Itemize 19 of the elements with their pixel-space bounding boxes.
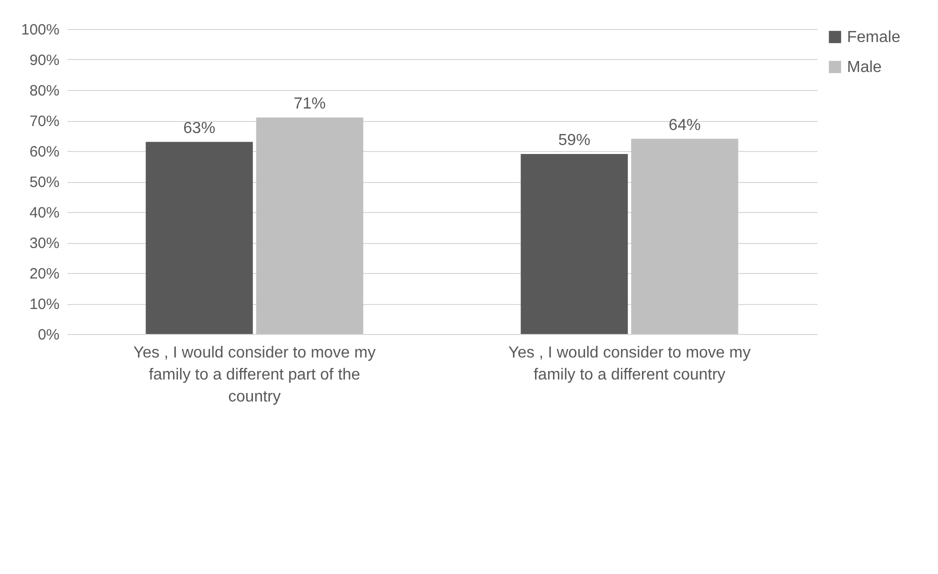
data-label: 71% bbox=[294, 95, 326, 112]
data-label: 63% bbox=[183, 120, 216, 137]
x-tick-label: Yes , I would consider to move my family to a different country bbox=[508, 344, 751, 384]
y-tick-label: 10% bbox=[29, 296, 60, 313]
y-tick-label: 30% bbox=[29, 235, 60, 252]
y-tick-label: 40% bbox=[29, 204, 60, 222]
y-tick-label: 90% bbox=[29, 52, 60, 69]
y-tick-label: 100% bbox=[21, 22, 60, 38]
x-tick-label: Yes , I would consider to move my family to a different part of the country bbox=[133, 344, 376, 406]
y-tick-label: 60% bbox=[29, 144, 60, 160]
y-tick-label: 50% bbox=[29, 174, 60, 191]
y-tick-label: 70% bbox=[29, 113, 60, 130]
data-label: 64% bbox=[668, 116, 701, 134]
legend-label: Male bbox=[847, 59, 882, 76]
y-tick-label: 80% bbox=[29, 82, 60, 100]
legend-label: Female bbox=[847, 29, 900, 46]
y-tick-label: 20% bbox=[29, 266, 60, 282]
y-tick-label: 0% bbox=[38, 326, 60, 344]
data-label: 59% bbox=[558, 132, 590, 150]
